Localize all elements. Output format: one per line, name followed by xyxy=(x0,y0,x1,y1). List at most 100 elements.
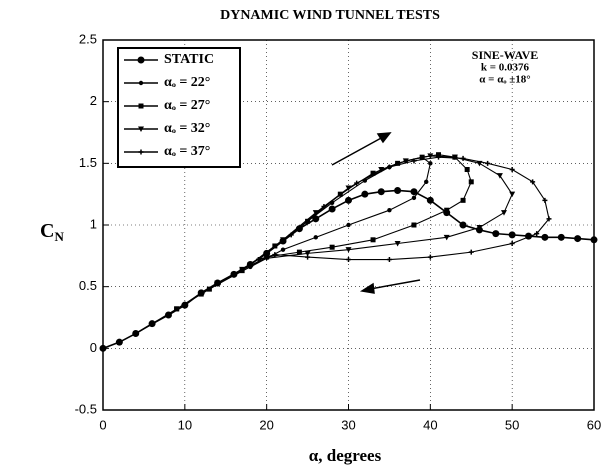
marker xyxy=(138,126,144,132)
marker xyxy=(496,173,503,179)
marker xyxy=(534,231,540,237)
legend-label: αₒ = 37° xyxy=(164,144,210,159)
x-tick-label: 10 xyxy=(178,417,192,432)
annotation: α = αₒ ±18° xyxy=(479,74,530,86)
marker xyxy=(468,249,474,255)
marker xyxy=(304,250,311,257)
marker xyxy=(402,158,409,164)
marker xyxy=(138,149,144,155)
x-tick-label: 30 xyxy=(341,417,355,432)
marker xyxy=(321,204,327,209)
marker xyxy=(459,221,467,229)
marker xyxy=(485,160,491,166)
marker xyxy=(460,197,466,203)
marker xyxy=(394,186,402,194)
marker xyxy=(386,164,392,170)
marker xyxy=(387,208,392,213)
marker xyxy=(476,224,483,231)
marker xyxy=(546,216,552,222)
marker xyxy=(346,257,351,263)
marker xyxy=(328,205,336,213)
marker xyxy=(280,237,287,243)
marker xyxy=(464,167,470,172)
y-tick-label: 1.5 xyxy=(79,155,97,170)
arrow xyxy=(331,132,421,294)
marker xyxy=(530,179,536,185)
y-tick-label: 2.5 xyxy=(79,31,97,46)
y-tick-label: 1 xyxy=(90,216,97,231)
legend-label: αₒ = 32° xyxy=(164,121,210,136)
marker xyxy=(370,237,376,243)
marker xyxy=(500,210,507,216)
legend-label: STATIC xyxy=(164,52,214,67)
marker xyxy=(541,233,549,241)
marker xyxy=(411,195,417,201)
marker xyxy=(394,241,401,247)
marker xyxy=(574,235,582,243)
marker xyxy=(115,338,123,346)
marker xyxy=(509,167,515,172)
x-tick-label: 50 xyxy=(505,417,519,432)
series-line xyxy=(258,156,550,261)
x-tick-label: 40 xyxy=(423,417,437,432)
legend-label: αₒ = 22° xyxy=(164,75,210,90)
marker xyxy=(378,167,385,173)
marker xyxy=(149,321,155,326)
marker xyxy=(492,230,500,238)
marker xyxy=(206,286,212,292)
marker xyxy=(468,179,474,185)
marker xyxy=(410,188,418,196)
marker xyxy=(436,154,442,160)
marker xyxy=(361,190,369,198)
marker xyxy=(370,170,376,176)
y-axis-label: CN xyxy=(40,220,64,244)
marker xyxy=(198,291,204,297)
marker xyxy=(138,103,144,109)
marker xyxy=(377,188,385,196)
x-tick-label: 20 xyxy=(259,417,273,432)
marker xyxy=(305,254,311,260)
marker xyxy=(444,207,450,213)
marker xyxy=(313,235,318,240)
marker xyxy=(137,56,145,64)
marker xyxy=(426,196,434,204)
legend-label: αₒ = 27° xyxy=(164,98,210,113)
marker xyxy=(460,155,466,161)
marker xyxy=(133,331,138,336)
chart-title: DYNAMIC WIND TUNNEL TESTS xyxy=(220,8,440,23)
x-axis-label: α, degrees xyxy=(309,446,382,465)
x-tick-label: 0 xyxy=(99,417,106,432)
legend-box xyxy=(117,47,241,168)
annotation: k = 0.0376 xyxy=(481,62,530,74)
marker xyxy=(590,236,598,244)
marker xyxy=(239,266,246,273)
marker xyxy=(138,80,144,86)
marker xyxy=(508,231,516,239)
marker xyxy=(386,257,392,263)
marker xyxy=(345,247,352,253)
marker xyxy=(214,280,221,286)
marker xyxy=(296,249,302,255)
marker xyxy=(99,344,107,352)
marker xyxy=(288,232,294,238)
marker xyxy=(542,197,548,203)
marker xyxy=(166,312,171,318)
marker xyxy=(280,247,286,252)
marker xyxy=(443,234,450,241)
marker xyxy=(255,257,261,263)
marker xyxy=(427,254,433,260)
marker xyxy=(354,180,360,186)
marker xyxy=(428,161,433,166)
y-tick-label: 0.5 xyxy=(79,278,97,293)
y-tick-label: -0.5 xyxy=(75,401,97,416)
marker xyxy=(345,196,352,204)
x-tick-label: 60 xyxy=(587,417,601,432)
marker xyxy=(346,222,351,228)
marker xyxy=(424,179,429,185)
marker xyxy=(174,306,180,312)
marker xyxy=(411,158,417,164)
y-tick-label: 0 xyxy=(90,340,97,355)
marker xyxy=(509,191,516,198)
marker xyxy=(329,244,335,250)
